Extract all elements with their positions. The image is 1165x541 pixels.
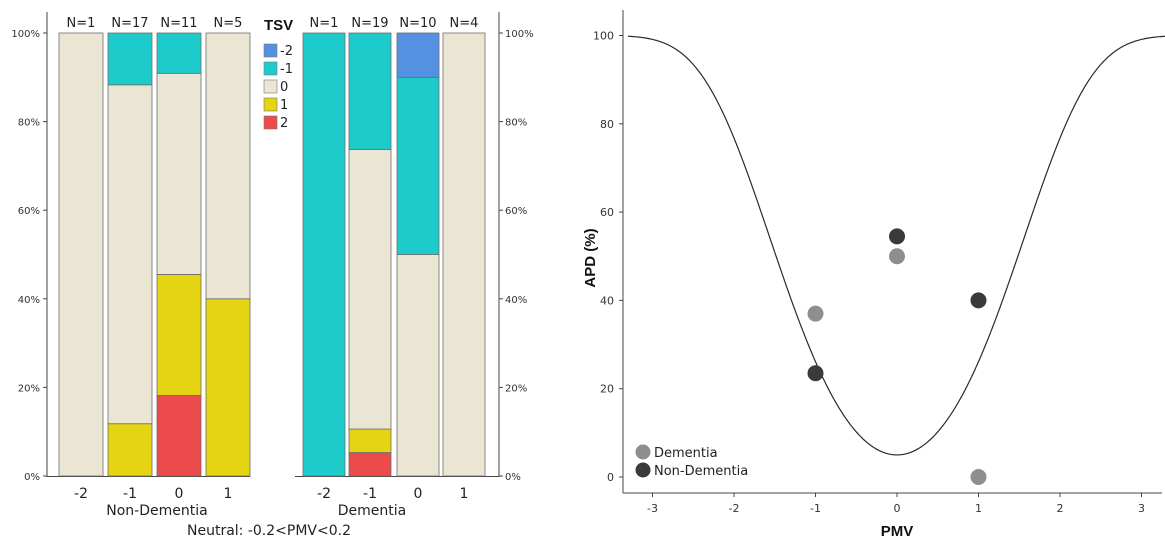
bar-n-label: N=11 (160, 16, 197, 31)
data-point-dementia (889, 248, 905, 265)
legend-label: -1 (280, 62, 293, 77)
bar-n-label: N=4 (450, 16, 479, 31)
legend-label: 0 (280, 80, 288, 95)
data-point-non-dementia (970, 292, 987, 309)
y-tick-label-right: 100% (505, 29, 534, 40)
x-tick-label: 0 (894, 502, 901, 515)
ppd-curve (628, 35, 1165, 456)
bar-segment-tsv--1 (396, 76, 440, 255)
bar-segment-tsv-0 (442, 32, 486, 477)
group-label: Non-Dementia (106, 503, 207, 519)
legend-swatch (263, 79, 278, 94)
x-tick-label: 2 (1057, 502, 1064, 515)
legend-swatch (263, 115, 278, 130)
y-tick-label-left: 40% (18, 295, 40, 306)
legend-label: -2 (280, 44, 293, 59)
y-tick-label-left: 60% (18, 206, 40, 217)
legend-label: 1 (280, 98, 288, 113)
data-point-non-dementia (889, 228, 905, 245)
legend-label: 2 (280, 116, 288, 131)
bar-segment-tsv-2 (156, 394, 202, 477)
y-tick-label-left: 20% (18, 383, 40, 394)
bar-segment-tsv--1 (302, 32, 346, 477)
bar-segment-tsv-1 (156, 274, 202, 396)
category-label: 0 (414, 486, 423, 502)
legend-label: Dementia (654, 446, 718, 461)
legend-title: TSV (264, 17, 293, 34)
bar-segment-tsv-0 (156, 72, 202, 275)
bar-n-label: N=17 (111, 16, 148, 31)
x-tick-label: -2 (729, 502, 740, 515)
bar-n-label: N=1 (310, 16, 339, 31)
y-tick-label-right: 60% (505, 206, 527, 217)
bar-n-label: N=10 (399, 16, 436, 31)
category-label: -1 (123, 486, 137, 502)
y-tick-label: 40 (600, 294, 614, 307)
category-label: 0 (175, 486, 184, 502)
bar-segment-tsv-0 (107, 84, 153, 425)
category-label: -1 (363, 486, 377, 502)
y-tick-label: 100 (593, 30, 614, 43)
y-axis-title: APD (%) (582, 228, 599, 287)
legend-marker (635, 462, 651, 478)
y-tick-label-right: 40% (505, 295, 527, 306)
x-tick-label: 1 (975, 502, 982, 515)
y-tick-label-right: 80% (505, 118, 527, 129)
y-tick-label: 0 (607, 471, 614, 484)
y-tick-label-left: 100% (11, 29, 40, 40)
x-axis-title: PMV (881, 523, 914, 540)
bar-segment-tsv-1 (348, 428, 392, 453)
bar-segment-tsv--1 (348, 32, 392, 150)
y-tick-label-left: 0% (24, 472, 40, 483)
data-point-non-dementia (807, 365, 824, 382)
category-label: 1 (460, 486, 469, 502)
legend-marker (635, 444, 651, 460)
bar-segment-tsv-1 (205, 298, 251, 477)
bar-segment-tsv--1 (107, 32, 153, 86)
x-tick-label: -1 (810, 502, 821, 515)
legend-label: Non-Dementia (654, 464, 748, 479)
apd-scatter-chart: 0 20 40 60 80 100 -3 -2 -1 0 1 2 3 PMV APD (%) Dementia… (582, 10, 1165, 540)
data-point-dementia (970, 469, 987, 485)
y-tick-label: 80 (600, 118, 614, 131)
x-tick-label: 3 (1138, 502, 1145, 515)
legend-swatch (263, 61, 278, 76)
bar-segment-tsv-0 (58, 32, 104, 477)
stacked-bar-chart: 0% 0% 20% 20% 40% 40% 60% 60% 80% 80% 100% 100% N=1 -… (11, 12, 534, 539)
bar-segment-tsv-0 (348, 149, 392, 430)
group-label: Dementia (338, 503, 406, 519)
bar-segment-tsv--2 (396, 32, 440, 78)
y-tick-label: 60 (600, 206, 614, 219)
bar-segment-tsv--1 (156, 32, 202, 74)
chart-caption: Neutral: -0.2<PMV<0.2 (187, 523, 351, 539)
bar-n-label: N=1 (67, 16, 96, 31)
y-tick-label-right: 0% (505, 472, 521, 483)
y-tick-label-right: 20% (505, 383, 527, 394)
x-tick-label: -3 (647, 502, 658, 515)
bar-segment-tsv-1 (107, 423, 153, 477)
legend-swatch (263, 97, 278, 112)
bar-n-label: N=5 (214, 16, 243, 31)
bar-segment-tsv-0 (205, 32, 251, 300)
legend-swatch (263, 43, 278, 58)
bar-segment-tsv-2 (348, 452, 392, 477)
bar-segment-tsv-0 (396, 254, 440, 477)
bar-n-label: N=19 (351, 16, 388, 31)
category-label: -2 (317, 486, 331, 502)
data-point-dementia (807, 305, 824, 322)
y-tick-label-left: 80% (18, 118, 40, 129)
y-tick-label: 20 (600, 383, 614, 396)
category-label: 1 (224, 486, 233, 502)
category-label: -2 (74, 486, 88, 502)
